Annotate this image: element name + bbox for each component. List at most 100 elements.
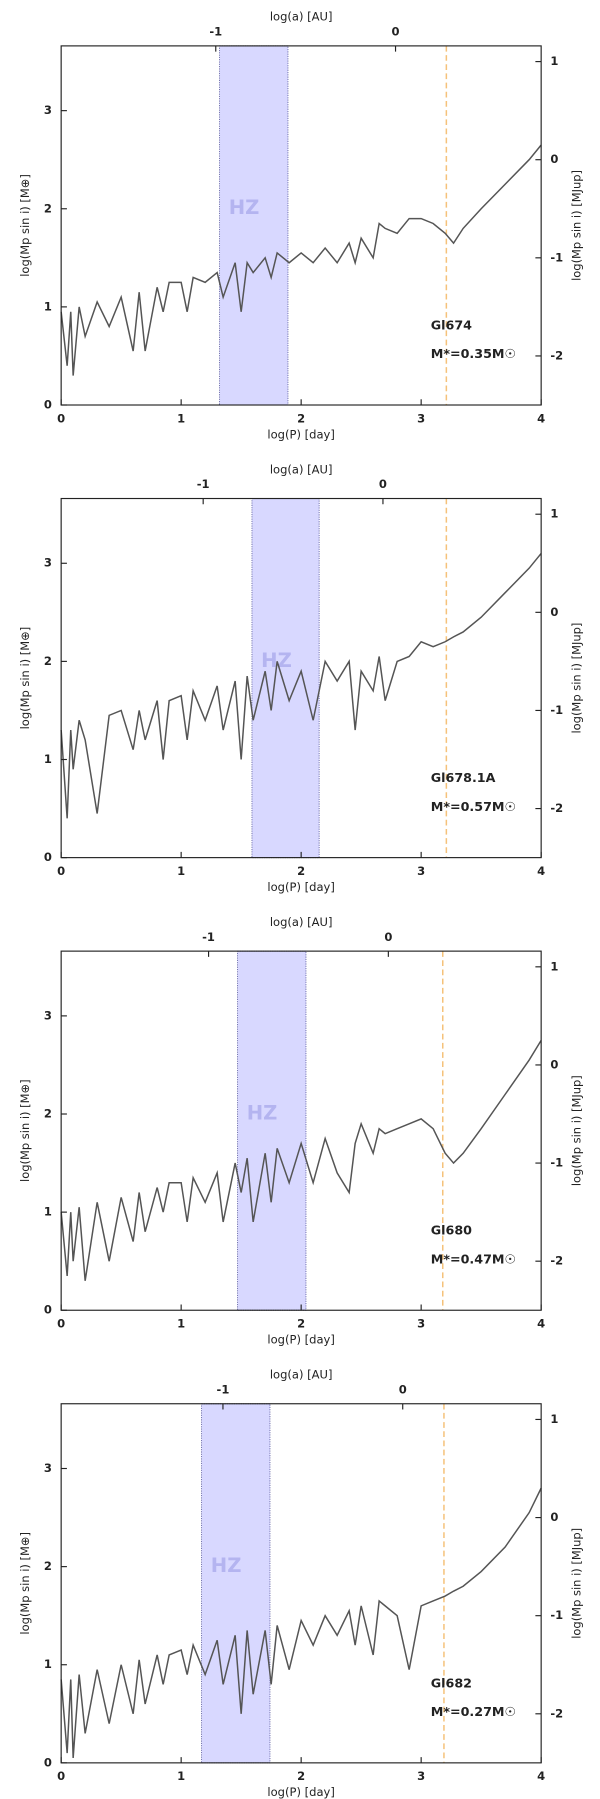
y-axis-label: log(Mp sin i) [M⊕] — [18, 1532, 32, 1635]
y-tick-label: 2 — [44, 201, 52, 215]
x2-axis-label: log(a) [AU] — [270, 1368, 333, 1382]
x-tick-label: 4 — [537, 1317, 545, 1331]
hz-label: HZ — [247, 1102, 278, 1125]
x-tick-label: 2 — [297, 411, 305, 425]
y2-tick-label: -1 — [550, 1608, 563, 1622]
annotation: M*=0.27M☉ — [431, 1704, 516, 1719]
y-tick-label: 0 — [44, 850, 52, 864]
x2-tick-label: 0 — [384, 930, 392, 944]
y2-tick-label: -2 — [550, 1706, 563, 1720]
y2-tick-label: 1 — [550, 54, 558, 68]
y2-axis-label: log(Mp sin i) [MJup] — [569, 1075, 583, 1186]
x2-tick-label: -1 — [217, 1383, 230, 1397]
x-tick-label: 0 — [57, 1317, 65, 1331]
x-tick-label: 3 — [417, 411, 425, 425]
y2-tick-label: -2 — [550, 348, 563, 362]
mass-curve — [60, 552, 542, 819]
y2-axis-label: log(Mp sin i) [MJup] — [569, 1528, 583, 1639]
hz-label: HZ — [229, 196, 260, 219]
y-tick-label: 2 — [44, 1559, 52, 1573]
y-tick-label: 3 — [44, 103, 52, 117]
y-tick-label: 0 — [44, 1755, 52, 1769]
x-tick-label: 1 — [177, 411, 185, 425]
x2-tick-label: 0 — [379, 477, 387, 491]
mass-curve — [60, 1040, 542, 1281]
y2-tick-label: -1 — [550, 703, 563, 717]
y-axis-label: log(Mp sin i) [M⊕] — [18, 627, 32, 730]
hz-band — [237, 950, 307, 1311]
x2-tick-label: -1 — [202, 930, 215, 944]
x2-axis-label: log(a) [AU] — [270, 915, 333, 929]
y-tick-label: 1 — [44, 1657, 52, 1671]
y-tick-label: 2 — [44, 654, 52, 668]
x2-tick-label: 0 — [399, 1383, 407, 1397]
x-tick-label: 3 — [417, 1769, 425, 1783]
y2-tick-label: -1 — [550, 250, 563, 264]
annotation: Gl678.1A — [431, 770, 496, 785]
y2-axis-label: log(Mp sin i) [MJup] — [569, 623, 583, 734]
y2-tick-label: 0 — [550, 1510, 558, 1524]
y-tick-label: 0 — [44, 1303, 52, 1317]
x-tick-label: 4 — [537, 1769, 545, 1783]
hz-label: HZ — [261, 649, 292, 672]
x-tick-label: 4 — [537, 411, 545, 425]
x2-tick-label: 0 — [392, 25, 400, 39]
x-tick-label: 1 — [177, 864, 185, 878]
x-tick-label: 3 — [417, 1317, 425, 1331]
y-tick-label: 1 — [44, 1205, 52, 1219]
hz-band — [219, 45, 289, 406]
x2-tick-label: -1 — [197, 477, 210, 491]
y2-tick-label: 1 — [550, 507, 558, 521]
x-axis-label: log(P) [day] — [267, 1785, 334, 1799]
y-tick-label: 3 — [44, 1008, 52, 1022]
y2-tick-label: 0 — [550, 605, 558, 619]
y-tick-label: 0 — [44, 398, 52, 412]
y-axis-label: log(Mp sin i) [M⊕] — [18, 1079, 32, 1182]
y2-tick-label: -1 — [550, 1156, 563, 1170]
x-tick-label: 0 — [57, 864, 65, 878]
y-axis-label: log(Mp sin i) [M⊕] — [18, 174, 32, 277]
x-axis-label: log(P) [day] — [267, 427, 334, 441]
x-axis-label: log(P) [day] — [267, 1333, 334, 1347]
x-tick-label: 4 — [537, 864, 545, 878]
mass-curve — [60, 144, 542, 376]
x-tick-label: 3 — [417, 864, 425, 878]
x-tick-label: 1 — [177, 1769, 185, 1783]
y2-axis-label: log(Mp sin i) [MJup] — [569, 170, 583, 281]
annotation: Gl680 — [431, 1223, 472, 1238]
hz-band — [251, 498, 320, 859]
annotation: Gl682 — [431, 1675, 472, 1690]
y2-tick-label: 1 — [550, 959, 558, 973]
y2-tick-label: -2 — [550, 801, 563, 815]
x-tick-label: 2 — [297, 1769, 305, 1783]
y2-tick-label: 0 — [550, 1057, 558, 1071]
y2-tick-label: 0 — [550, 152, 558, 166]
hz-label: HZ — [211, 1554, 242, 1577]
annotation: M*=0.35M☉ — [431, 346, 516, 361]
y-tick-label: 3 — [44, 556, 52, 570]
x-tick-label: 2 — [297, 864, 305, 878]
annotation: M*=0.47M☉ — [431, 1251, 516, 1266]
annotation: Gl674 — [431, 318, 472, 333]
x-tick-label: 1 — [177, 1317, 185, 1331]
x2-axis-label: log(a) [AU] — [270, 462, 333, 476]
hz-band — [201, 1403, 271, 1764]
x-tick-label: 0 — [57, 1769, 65, 1783]
mass-curve — [60, 1487, 542, 1759]
y2-tick-label: -2 — [550, 1254, 563, 1268]
y2-tick-label: 1 — [550, 1412, 558, 1426]
x-tick-label: 0 — [57, 411, 65, 425]
x2-tick-label: -1 — [209, 25, 222, 39]
annotation: M*=0.57M☉ — [431, 799, 516, 814]
x-axis-label: log(P) [day] — [267, 880, 334, 894]
y-tick-label: 2 — [44, 1107, 52, 1121]
x2-axis-label: log(a) [AU] — [270, 10, 333, 24]
y-tick-label: 1 — [44, 299, 52, 313]
x-tick-label: 2 — [297, 1317, 305, 1331]
y-tick-label: 3 — [44, 1461, 52, 1475]
